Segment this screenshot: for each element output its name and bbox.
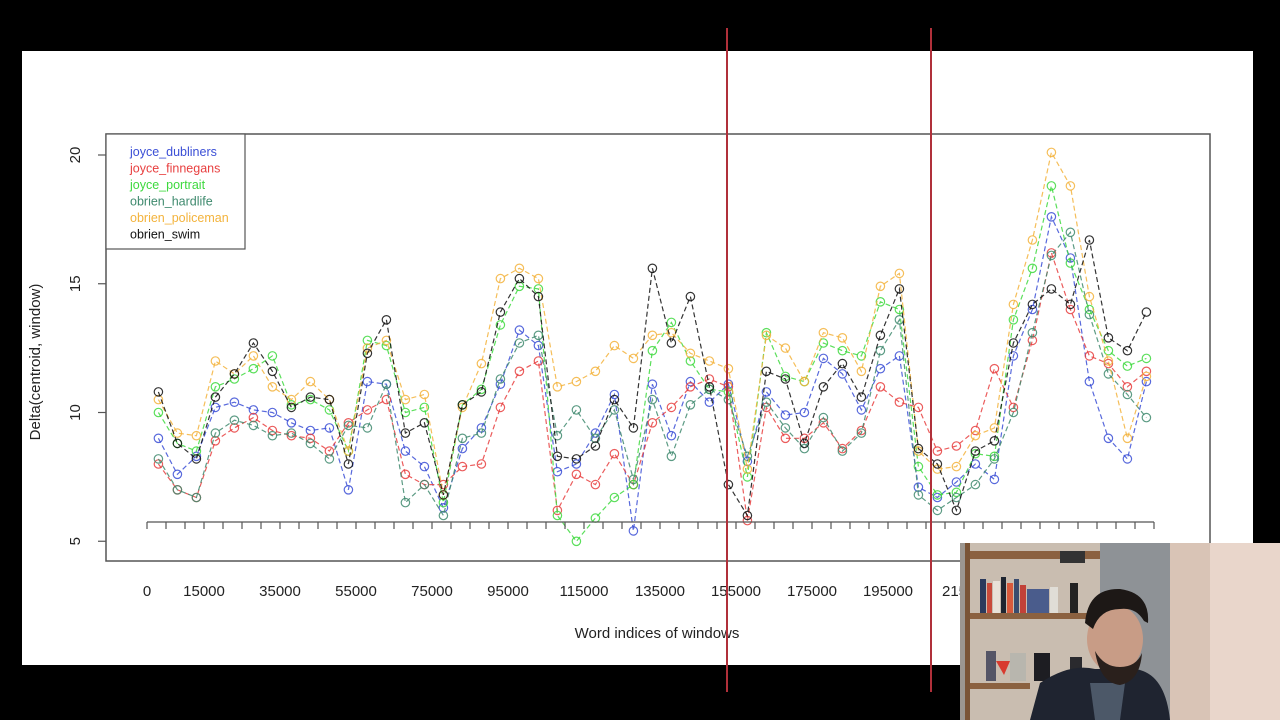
legend-item-joyce-finnegans: joyce_finnegans: [129, 162, 220, 176]
legend: joyce_dubliners joyce_finnegans joyce_po…: [105, 133, 246, 250]
legend-item-obrien-swim: obrien_swim: [130, 228, 200, 242]
y-axis-label: Delta(centroid, window): [27, 284, 44, 441]
series-obrien-swim: [153, 235, 1152, 521]
kitchen-items: [986, 651, 1082, 681]
x-tick-label: 75000: [411, 583, 453, 600]
red-cursor-line-1: [726, 28, 728, 692]
legend-item-joyce-portrait: joyce_portrait: [129, 178, 206, 192]
series-joyce-finnegans: [153, 248, 1152, 526]
legend-item-joyce-dubliners: joyce_dubliners: [129, 145, 217, 159]
y-axis: 5 10 15 20: [67, 147, 106, 545]
x-tick-label: 175000: [787, 583, 837, 600]
x-tick-label: 35000: [259, 583, 301, 600]
legend-box: [105, 133, 246, 250]
x-tick-label: 155000: [711, 583, 761, 600]
series-obrien-hardlife: [153, 227, 1152, 521]
series-obrien-policeman: [153, 147, 1152, 500]
series-joyce-dubliners: [153, 212, 1152, 536]
series-layer: [153, 147, 1152, 547]
x-tick-label: 135000: [635, 583, 685, 600]
x-tick-label: 115000: [560, 583, 609, 600]
presenter: [1030, 588, 1170, 720]
x-tick-label: 55000: [335, 583, 377, 600]
legend-item-obrien-policeman: obrien_policeman: [130, 211, 229, 225]
books: [980, 551, 1085, 613]
webcam-video-overlay: [960, 543, 1280, 720]
x-tick-label: 195000: [863, 583, 913, 600]
plot-frame: [105, 133, 1211, 562]
x-axis-label: Word indices of windows: [575, 625, 740, 642]
webcam-frame: [960, 543, 1280, 720]
y-tick-label: 5: [67, 537, 84, 545]
series-joyce-portrait: [153, 181, 1152, 547]
chart: 5 10 15 20 0 15000 35000 55000 75000 95000 115000…: [27, 133, 1211, 642]
x-axis: 0 15000 35000 55000 75000 95000 115000 135000 15…: [143, 521, 1155, 600]
y-tick-label: 20: [67, 147, 84, 164]
slide-canvas: 5 10 15 20 0 15000 35000 55000 75000 95000 115000…: [22, 51, 1253, 665]
x-tick-label: 0: [143, 583, 151, 600]
x-tick-label: 95000: [487, 583, 529, 600]
x-tick-label: 15000: [183, 583, 225, 600]
red-cursor-line-2: [930, 28, 932, 692]
legend-item-obrien-hardlife: obrien_hardlife: [130, 195, 213, 209]
y-tick-label: 10: [67, 404, 84, 421]
y-tick-label: 15: [67, 275, 84, 292]
